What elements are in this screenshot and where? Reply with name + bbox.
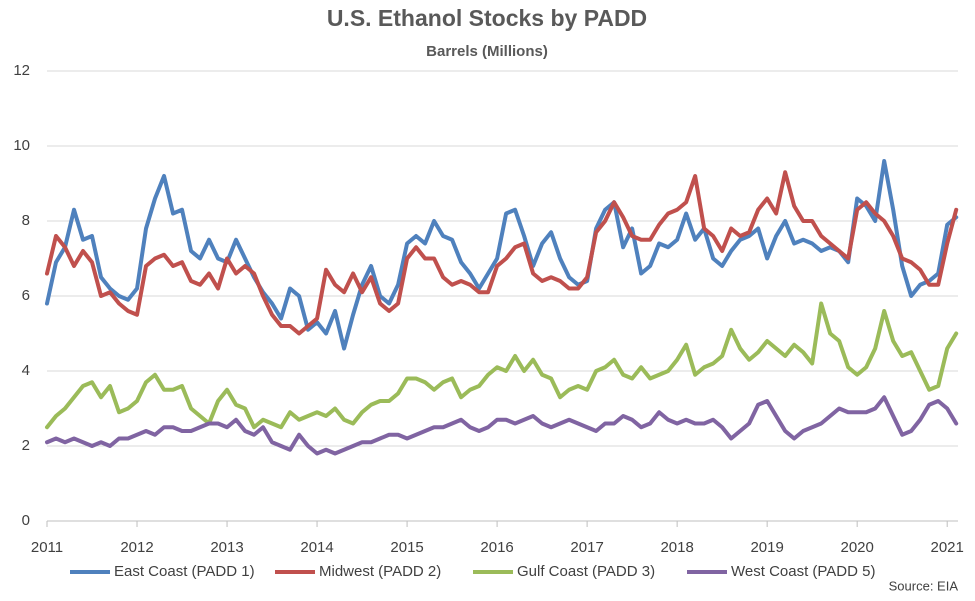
- y-tick-label: 0: [22, 512, 30, 529]
- x-tick-label: 2018: [660, 539, 693, 556]
- chart-title: U.S. Ethanol Stocks by PADD: [327, 5, 647, 31]
- series-line: [45, 159, 959, 351]
- x-tick-label: 2011: [31, 539, 63, 556]
- x-tick-label: 2021: [931, 539, 964, 556]
- x-tick-label: 2016: [480, 539, 513, 556]
- x-tick-label: 2015: [390, 539, 423, 556]
- y-tick-label: 10: [13, 137, 30, 154]
- x-tick-label: 2020: [840, 539, 873, 556]
- x-tick-label: 2019: [750, 539, 783, 556]
- y-tick-label: 2: [22, 437, 30, 454]
- chart-subtitle: Barrels (Millions): [426, 43, 548, 60]
- series-line: [45, 395, 959, 456]
- x-tick-label: 2013: [210, 539, 243, 556]
- y-tick-label: 12: [13, 62, 30, 79]
- legend-label: West Coast (PADD 5): [731, 563, 875, 580]
- series-line: [45, 301, 959, 430]
- x-tick-label: 2014: [300, 539, 333, 556]
- x-tick-label: 2017: [570, 539, 603, 556]
- source-note: Source: EIA: [889, 578, 959, 593]
- y-tick-label: 6: [22, 287, 30, 304]
- legend-label: East Coast (PADD 1): [114, 563, 255, 580]
- y-tick-label: 4: [22, 362, 30, 379]
- series-line: [45, 170, 959, 336]
- legend-label: Gulf Coast (PADD 3): [517, 563, 655, 580]
- x-tick-label: 2012: [120, 539, 153, 556]
- legend-label: Midwest (PADD 2): [319, 563, 441, 580]
- y-tick-label: 8: [22, 212, 30, 229]
